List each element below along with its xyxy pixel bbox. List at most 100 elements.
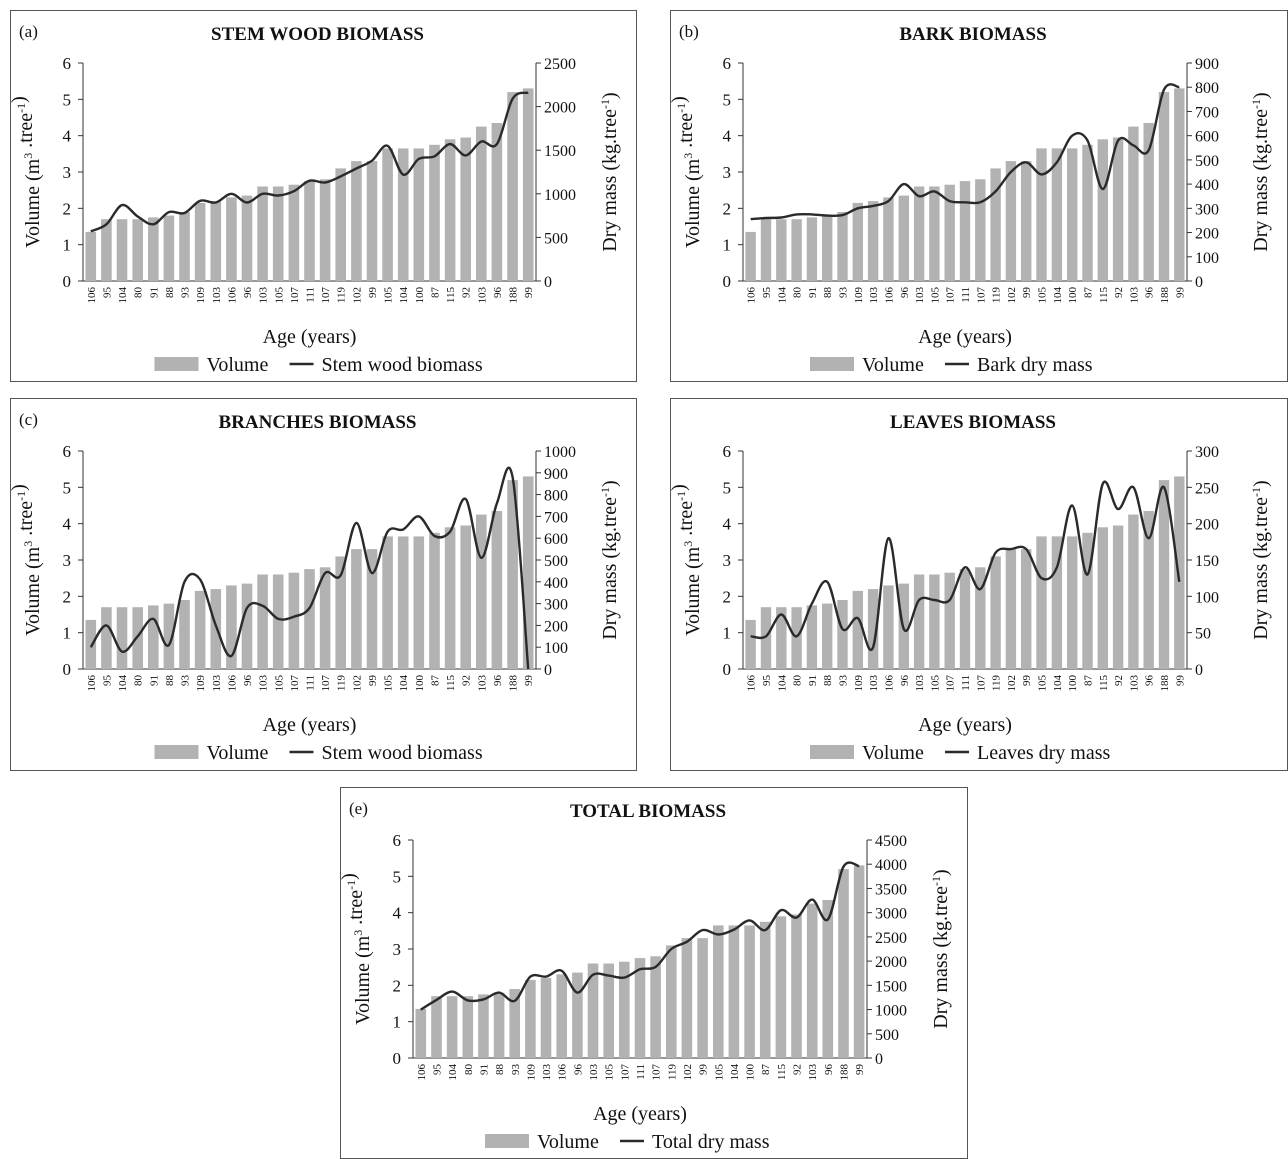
y-axis-label-left: Volume (m3 .tree-1)	[341, 873, 374, 1025]
x-tick-label: 99	[523, 287, 535, 299]
legend-volume-swatch	[154, 745, 199, 759]
volume-bar	[838, 869, 849, 1058]
tick-label-right: 2500	[544, 56, 576, 73]
x-tick-label: 103	[914, 675, 926, 692]
volume-bar	[431, 996, 442, 1058]
volume-bar	[476, 514, 487, 669]
legend-line-label: Total dry mass	[652, 1131, 770, 1153]
legend-line-label: Stem wood biomass	[322, 742, 483, 764]
x-tick-label: 109	[195, 287, 207, 304]
tick-label-right: 200	[1195, 226, 1219, 243]
tick-label-left: 0	[393, 1049, 402, 1068]
volume-bar	[650, 956, 661, 1058]
x-tick-label: 104	[117, 675, 129, 692]
tick-label-left: 6	[63, 442, 72, 461]
x-tick-label: 87	[429, 675, 441, 687]
legend-volume-label: Volume	[207, 742, 269, 764]
tick-label-left: 1	[63, 236, 72, 255]
x-tick-label: 105	[383, 287, 395, 304]
volume-bar	[540, 978, 552, 1058]
tick-label-left: 0	[63, 660, 72, 679]
volume-bar	[1021, 549, 1032, 669]
dry-mass-line	[420, 861, 860, 1011]
x-tick-label: 107	[975, 287, 987, 304]
tick-label-right: 400	[544, 575, 568, 592]
x-tick-label: 103	[476, 675, 488, 692]
x-tick-label: 103	[258, 287, 270, 304]
x-tick-label: 104	[776, 675, 788, 692]
x-tick-label: 119	[666, 1064, 678, 1081]
x-tick-label: 96	[1144, 675, 1156, 687]
x-tick-label: 109	[195, 675, 207, 692]
x-tick-label: 188	[1159, 675, 1171, 692]
panel-label: (e)	[349, 799, 368, 818]
volume-bar	[288, 184, 300, 281]
tick-label-right: 0	[1195, 662, 1203, 679]
volume-bar	[791, 607, 802, 669]
panel-branches: (c) BRANCHES BIOMASS 0 1 2 3 4 5 6 0 100 200 300 400 5…	[10, 398, 637, 771]
volume-bar	[806, 903, 818, 1058]
volume-bar	[319, 179, 331, 281]
x-tick-label: 104	[117, 287, 129, 304]
x-tick-label: 103	[211, 675, 223, 692]
volume-bar	[85, 619, 97, 669]
volume-bar	[226, 585, 237, 669]
y-axis-label-right: Dry mass (kg.tree-1)	[1249, 480, 1272, 639]
x-tick-label: 103	[868, 675, 880, 692]
x-tick-label: 104	[398, 675, 410, 692]
tick-label-left: 2	[723, 199, 732, 218]
volume-bar	[257, 574, 268, 669]
panel-label: (c)	[19, 410, 38, 429]
x-tick-label: 106	[86, 675, 98, 692]
x-tick-label: 105	[273, 287, 285, 304]
x-tick-label: 107	[320, 675, 332, 692]
x-tick-label: 103	[868, 287, 880, 304]
tick-label-left: 6	[723, 442, 732, 461]
x-tick-label: 103	[258, 675, 270, 692]
tick-label-right: 1500	[875, 978, 907, 995]
volume-bar	[241, 195, 253, 281]
volume-bar	[491, 511, 503, 669]
x-tick-label: 104	[1052, 675, 1064, 692]
x-tick-label: 188	[508, 675, 520, 692]
volume-bar	[913, 186, 925, 281]
x-tick-label: 111	[305, 675, 317, 691]
x-tick-label: 87	[1082, 675, 1094, 687]
volume-bar	[1097, 527, 1108, 669]
tick-label-left: 6	[723, 54, 732, 73]
volume-bar	[444, 139, 456, 281]
volume-bar	[272, 186, 284, 281]
volume-bar	[462, 996, 474, 1058]
x-tick-label: 115	[445, 287, 457, 304]
volume-bar	[744, 925, 755, 1058]
volume-bar	[194, 590, 206, 669]
chart-svg: LEAVES BIOMASS 0 1 2 3 4 5 6 0 50 100 150 200 250 300 1…	[671, 412, 1272, 764]
volume-bar	[194, 202, 206, 281]
y-axis-label-right: Dry mass (kg.tree-1)	[598, 92, 621, 251]
volume-bar	[1036, 148, 1047, 281]
volume-bar	[413, 148, 425, 281]
tick-label-right: 0	[875, 1051, 883, 1068]
x-tick-label: 109	[525, 1064, 537, 1081]
volume-bar	[681, 938, 693, 1058]
volume-bar	[775, 916, 787, 1058]
volume-bar	[929, 186, 940, 281]
legend: Volume Bark dry mass	[810, 354, 1093, 376]
x-tick-label: 105	[383, 675, 395, 692]
x-tick-label: 106	[86, 287, 98, 304]
tick-label-right: 500	[544, 230, 568, 247]
tick-label-right: 1000	[544, 187, 576, 204]
x-tick-label: 105	[604, 1064, 616, 1081]
volume-bar	[335, 168, 346, 281]
volume-bar	[959, 569, 971, 669]
x-tick-label: 96	[572, 1064, 584, 1076]
dry-mass-line	[90, 91, 529, 233]
volume-bar	[728, 925, 740, 1058]
tick-label-right: 0	[544, 662, 552, 679]
x-tick-label: 119	[336, 287, 348, 304]
chart-svg: (a) STEM WOOD BIOMASS 0 1 2 3 4 5 6 0 500 1000 1500 2…	[11, 22, 621, 376]
x-tick-label: 96	[492, 287, 504, 299]
volume-bar	[85, 231, 97, 281]
legend-volume-label: Volume	[862, 742, 924, 764]
tick-label-left: 2	[63, 587, 72, 606]
